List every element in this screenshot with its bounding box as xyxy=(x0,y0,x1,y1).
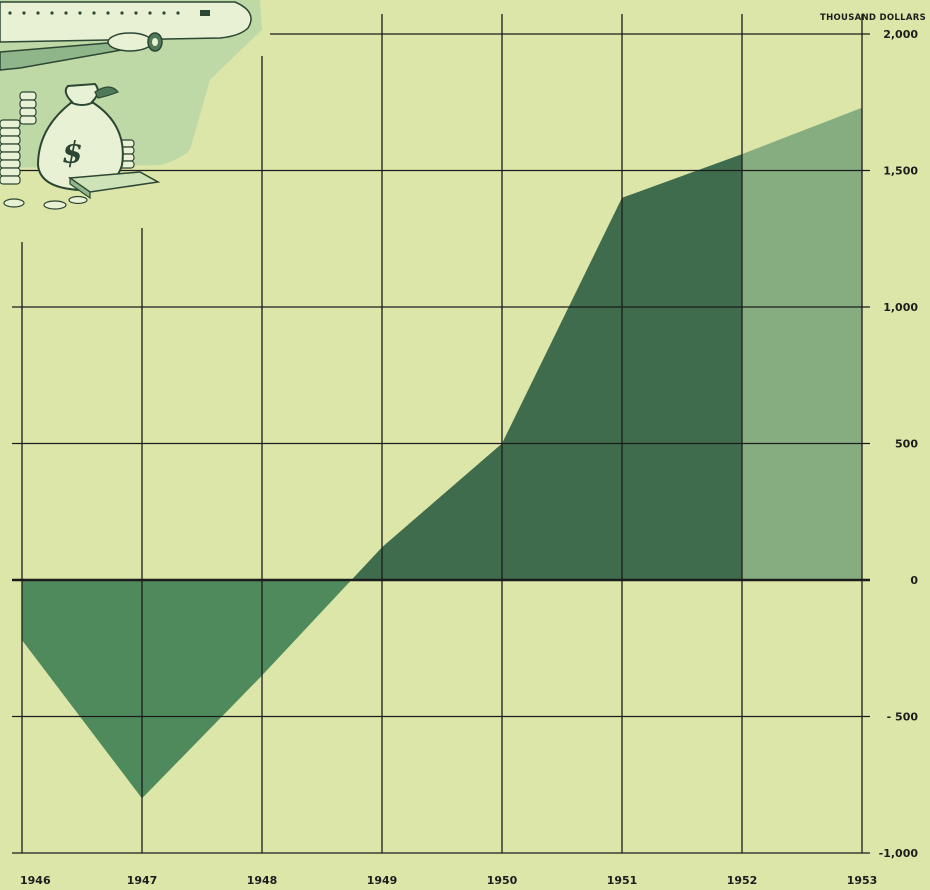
airplane-engine-icon xyxy=(107,32,163,52)
y-tick-label: 500 xyxy=(895,438,918,451)
y-tick-label: 1,000 xyxy=(883,301,918,314)
coin-stack-icon xyxy=(0,91,135,185)
airplane-fuselage-icon xyxy=(0,1,252,43)
y-tick-label: 1,500 xyxy=(883,165,918,178)
x-tick-label: 1947 xyxy=(127,874,158,887)
negative-area xyxy=(22,580,352,799)
x-tick-label: 1946 xyxy=(20,874,51,887)
y-tick-label: - 500 xyxy=(887,711,919,724)
money-bag-ribbon-icon xyxy=(94,86,119,99)
money-bag-tie-icon xyxy=(69,101,95,106)
label-layer: 2,000 1,500 1,000 500 0 - 500 -1,000 1946 1947 19… xyxy=(20,13,926,887)
x-tick-label: 1949 xyxy=(367,874,398,887)
x-tick-label: 1948 xyxy=(247,874,278,887)
x-tick-label: 1951 xyxy=(607,874,638,887)
x-tick-label: 1952 xyxy=(727,874,758,887)
y-tick-label: 2,000 xyxy=(883,28,918,41)
grid-layer xyxy=(12,14,870,854)
x-tick-label: 1953 xyxy=(847,874,878,887)
projected-area xyxy=(742,107,862,580)
loose-coins-icon xyxy=(3,195,88,210)
airplane-wing-icon xyxy=(0,41,151,71)
money-bag-icon xyxy=(36,82,124,192)
positive-area xyxy=(351,154,742,580)
airplane-and-money-bag-illustration: $ xyxy=(0,0,262,210)
y-tick-label: -1,000 xyxy=(879,847,919,860)
dollar-sign-icon: $ xyxy=(62,136,83,171)
x-tick-label: 1950 xyxy=(487,874,518,887)
banknote-bundle-side-icon xyxy=(69,176,91,200)
airplane-windows-icon xyxy=(8,10,210,16)
y-tick-label: 0 xyxy=(910,574,918,587)
area-layer xyxy=(22,107,862,799)
y-axis-unit-label: THOUSAND DOLLARS xyxy=(820,13,926,23)
